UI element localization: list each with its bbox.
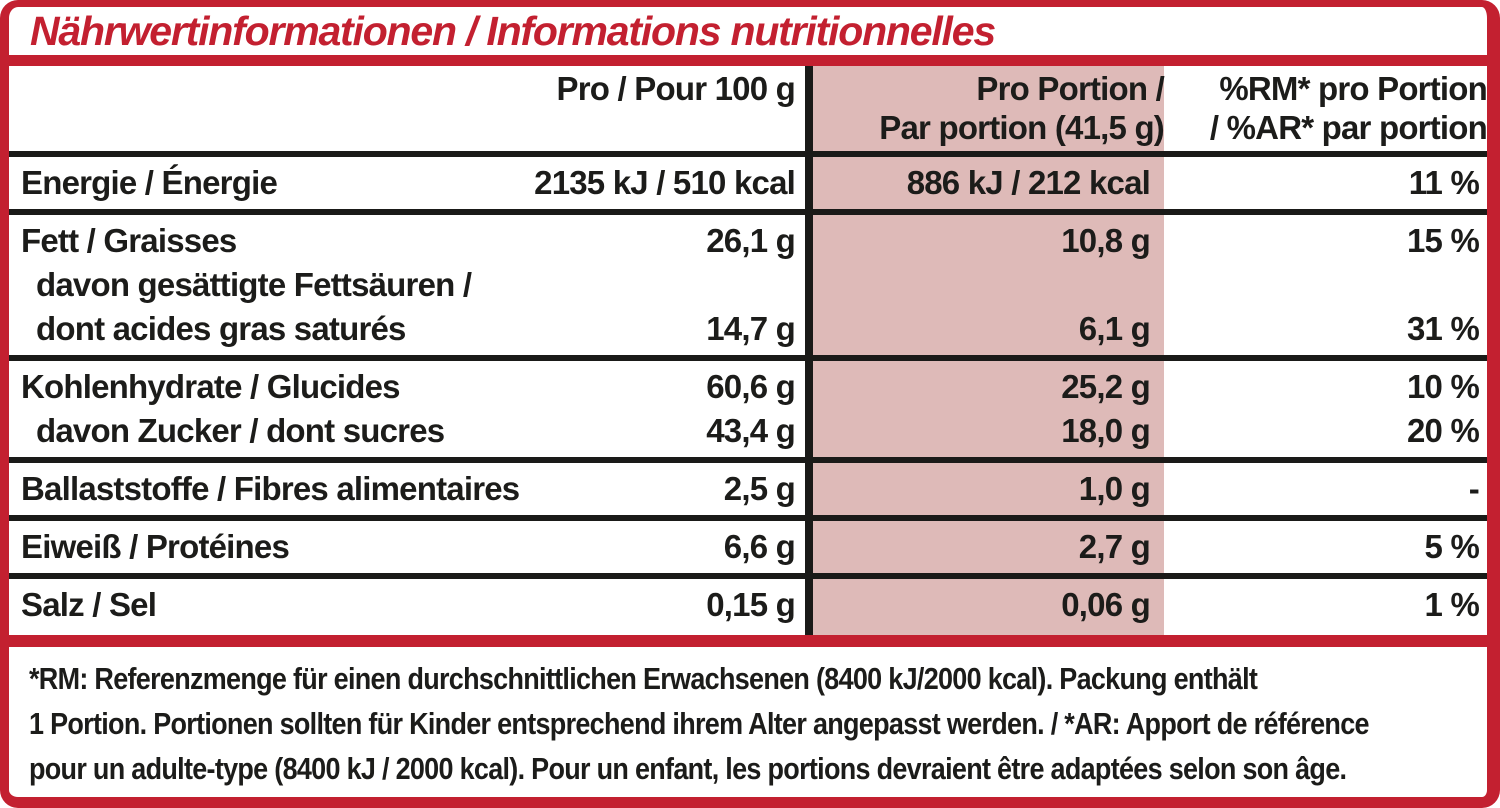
row-label: Energie / Énergie [21, 164, 278, 201]
header-percent-rm-cell: %RM* pro Portion / %AR* par portion [1164, 66, 1487, 151]
table-line: davon gesättigte Fettsäuren / [9, 263, 805, 307]
energie-portion-cell: 886 kJ / 212 kcal [813, 157, 1164, 209]
header-per-portion-line1: Pro Portion / [976, 70, 1164, 107]
value-per-100g: 0,15 g [706, 586, 796, 623]
value-per-100g: 6,6 g [723, 528, 796, 565]
reference-footnote: *RM: Referenzmenge für einen durchschnit… [9, 647, 1487, 797]
kohlenhydrate-label-cell: Kohlenhydrate / Glucides 60,6 g davon Zu… [9, 361, 805, 457]
table-line: Energie / Énergie 2135 kJ / 510 kcal [9, 161, 805, 205]
header-per-100g: Pro / Pour 100 g [556, 70, 796, 107]
value-per-portion: 18,0 g [1061, 412, 1151, 449]
header-percent-rm-line1: %RM* pro Portion [1219, 70, 1487, 107]
value-per-portion: 0,06 g [1061, 586, 1151, 623]
row-fett: Fett / Graisses 26,1 g davon gesättigte … [9, 215, 1487, 361]
row-salz: Salz / Sel 0,15 g 0,06 g 1 % [9, 579, 1487, 635]
eiweiss-label-cell: Eiweiß / Protéines 6,6 g [9, 521, 805, 573]
row-sublabel: davon gesättigte Fettsäuren / [36, 266, 472, 303]
header-per-portion-line2: Par portion (41,5 g) [879, 109, 1165, 146]
value-per-portion: 1,0 g [1078, 470, 1151, 507]
footnote-line2: 1 Portion. Portionen sollten für Kinder … [29, 706, 1370, 741]
row-sublabel: davon Zucker / dont sucres [36, 412, 445, 449]
value-per-100g: 2135 kJ / 510 kcal [534, 164, 796, 201]
row-sublabel: dont acides gras saturés [36, 310, 406, 347]
row-label: Fett / Graisses [21, 222, 237, 259]
column-divider-line [805, 66, 813, 151]
value-per-portion: 25,2 g [1061, 368, 1151, 405]
footnote-line3: pour un adulte-type (8400 kJ / 2000 kcal… [29, 751, 1347, 786]
eiweiss-percent-cell: 5 % [1164, 521, 1487, 573]
table-line: dont acides gras saturés 14,7 g [9, 307, 805, 351]
ballaststoffe-label-cell: Ballaststoffe / Fibres alimentaires 2,5 … [9, 463, 805, 515]
value-percent-rm: 1 % [1424, 586, 1480, 623]
row-kohlenhydrate: Kohlenhydrate / Glucides 60,6 g davon Zu… [9, 361, 1487, 463]
row-label: Eiweiß / Protéines [21, 528, 290, 565]
energie-label-cell: Energie / Énergie 2135 kJ / 510 kcal [9, 157, 805, 209]
value-percent-rm: 15 % [1406, 222, 1480, 259]
value-per-portion: 886 kJ / 212 kcal [906, 164, 1151, 201]
table-header-row: Pro / Pour 100 g Pro Portion / Par porti… [9, 66, 1487, 157]
value-per-portion: 6,1 g [1078, 310, 1151, 347]
value-per-portion: 2,7 g [1078, 528, 1151, 565]
kohlenhydrate-percent-cell: 10 % 20 % [1164, 361, 1487, 457]
fett-portion-cell: 10,8 g 6,1 g [813, 215, 1164, 355]
title-divider [9, 55, 1487, 66]
footnote-line1: *RM: Referenzmenge für einen durchschnit… [29, 661, 1258, 696]
table-line: Eiweiß / Protéines 6,6 g [9, 525, 805, 569]
value-per-portion: 10,8 g [1061, 222, 1151, 259]
row-label: Kohlenhydrate / Glucides [21, 368, 401, 405]
header-per-100g-cell: Pro / Pour 100 g [9, 66, 805, 151]
ballaststoffe-portion-cell: 1,0 g [813, 463, 1164, 515]
salz-percent-cell: 1 % [1164, 579, 1487, 635]
row-label: Salz / Sel [21, 586, 157, 623]
salz-portion-cell: 0,06 g [813, 579, 1164, 635]
ballaststoffe-percent-cell: - [1164, 463, 1487, 515]
table-line: Salz / Sel 0,15 g [9, 583, 805, 627]
row-label: Ballaststoffe / Fibres alimentaires [21, 470, 520, 507]
value-per-100g: 26,1 g [706, 222, 796, 259]
value-percent-rm: 10 % [1406, 368, 1480, 405]
value-percent-rm: 11 % [1408, 164, 1480, 201]
table-line: Fett / Graisses 26,1 g [9, 219, 805, 263]
column-divider-line [805, 361, 813, 457]
energie-percent-cell: 11 % [1164, 157, 1487, 209]
empty-line [813, 263, 1150, 307]
table-line: Ballaststoffe / Fibres alimentaires 2,5 … [9, 467, 805, 511]
footer-divider [9, 635, 1487, 647]
eiweiss-portion-cell: 2,7 g [813, 521, 1164, 573]
value-per-100g: 14,7 g [706, 310, 796, 347]
row-ballaststoffe: Ballaststoffe / Fibres alimentaires 2,5 … [9, 463, 1487, 521]
value-percent-rm: 31 % [1406, 310, 1480, 347]
table-line: davon Zucker / dont sucres 43,4 g [9, 409, 805, 453]
title-bar: Nährwertinformationen / Informations nut… [9, 7, 1487, 55]
value-per-100g: 2,5 g [723, 470, 796, 507]
table-line: Kohlenhydrate / Glucides 60,6 g [9, 365, 805, 409]
fett-percent-cell: 15 % 31 % [1164, 215, 1487, 355]
column-divider-line [805, 215, 813, 355]
column-divider-line [805, 463, 813, 515]
column-divider-line [805, 157, 813, 209]
salz-label-cell: Salz / Sel 0,15 g [9, 579, 805, 635]
page-title: Nährwertinformationen / Informations nut… [30, 7, 996, 54]
value-per-100g: 60,6 g [706, 368, 796, 405]
kohlenhydrate-portion-cell: 25,2 g 18,0 g [813, 361, 1164, 457]
fett-label-cell: Fett / Graisses 26,1 g davon gesättigte … [9, 215, 805, 355]
empty-line [1164, 263, 1479, 307]
header-percent-rm-line2: / %AR* par portion [1209, 109, 1487, 146]
value-percent-rm: 20 % [1406, 412, 1480, 449]
value-percent-rm: 5 % [1424, 528, 1480, 565]
header-per-portion-cell: Pro Portion / Par portion (41,5 g) [813, 66, 1165, 151]
column-divider-line [805, 521, 813, 573]
column-divider-line [805, 579, 813, 635]
row-energie: Energie / Énergie 2135 kJ / 510 kcal 886… [9, 157, 1487, 215]
value-per-100g: 43,4 g [706, 412, 796, 449]
row-eiweiss: Eiweiß / Protéines 6,6 g 2,7 g 5 % [9, 521, 1487, 579]
value-percent-rm: - [1468, 470, 1480, 507]
header-per-100g-spacer [9, 108, 795, 147]
